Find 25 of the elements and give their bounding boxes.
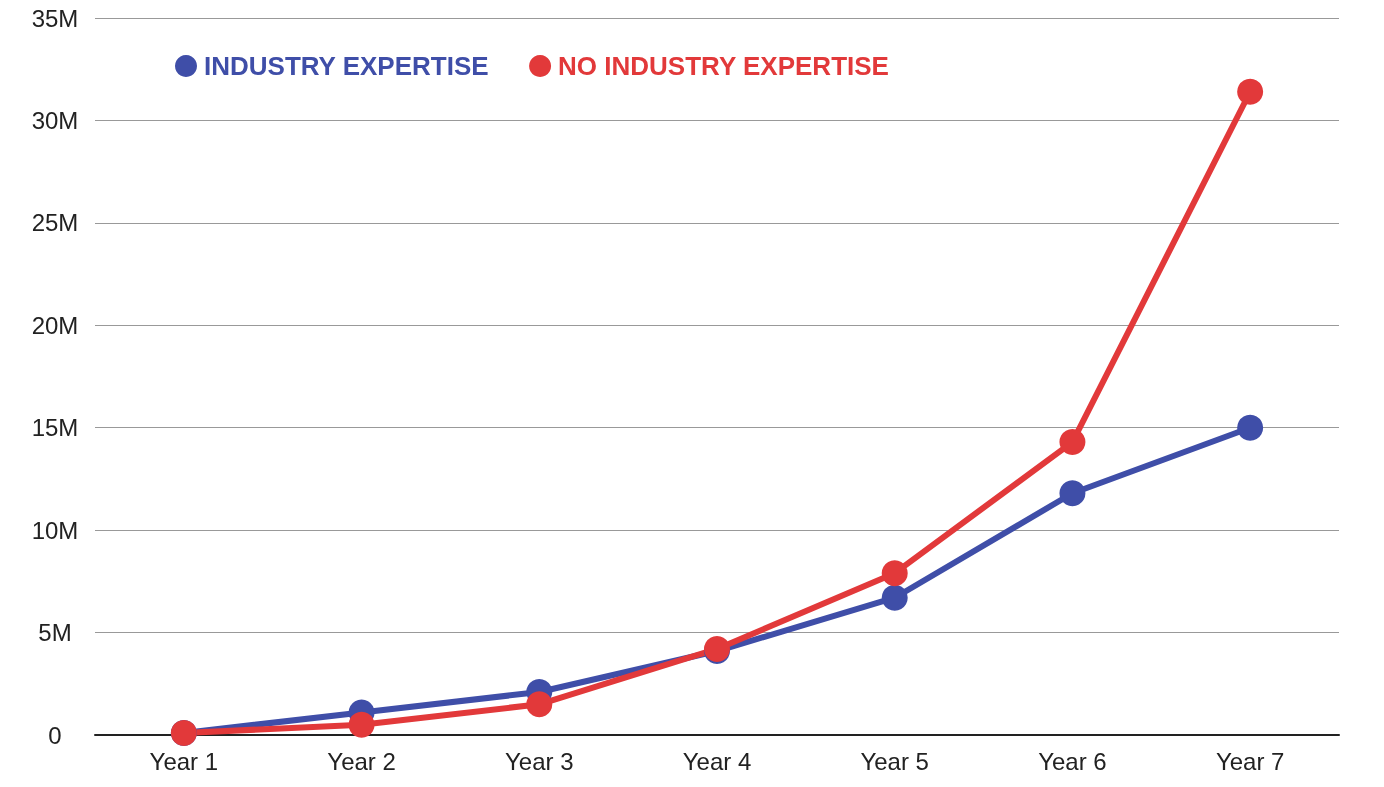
x-tick-label: Year 3 bbox=[505, 747, 574, 775]
point bbox=[1059, 480, 1086, 507]
point bbox=[348, 711, 375, 738]
x-tick-label: Year 2 bbox=[327, 747, 396, 775]
point bbox=[1237, 414, 1264, 441]
legend-label: INDUSTRY EXPERTISE bbox=[204, 51, 489, 81]
x-tick-label: Year 4 bbox=[682, 747, 752, 775]
x-tick-label: Year 6 bbox=[1038, 747, 1107, 775]
y-tick-label: 35M bbox=[31, 4, 79, 32]
point bbox=[881, 584, 908, 611]
point bbox=[526, 691, 553, 718]
y-tick-label: 0 bbox=[48, 721, 62, 749]
y-tick-label: 30M bbox=[31, 106, 79, 134]
y-tick-label: 20M bbox=[31, 311, 79, 339]
y-tick-label: 25M bbox=[31, 209, 79, 237]
x-tick-label: Year 5 bbox=[860, 747, 929, 775]
point bbox=[1237, 78, 1264, 105]
point bbox=[1059, 429, 1086, 456]
y-tick-label: 10M bbox=[31, 516, 79, 544]
y-tick-label: 15M bbox=[31, 414, 79, 442]
x-tick-label: Year 7 bbox=[1215, 747, 1285, 775]
point bbox=[881, 560, 908, 587]
legend-label: NO INDUSTRY EXPERTISE bbox=[558, 51, 889, 81]
x-tick-label: Year 1 bbox=[149, 747, 219, 775]
y-tick-label: 5M bbox=[38, 619, 72, 647]
